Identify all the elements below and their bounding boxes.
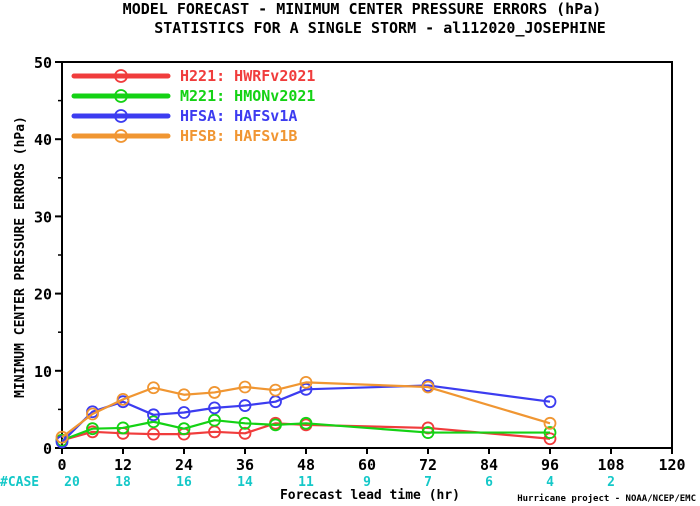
case-count: 14: [237, 475, 253, 490]
data-point: [55, 430, 69, 444]
x-tick-label: 96: [541, 456, 559, 474]
data-point: [543, 426, 557, 439]
x-tick-label: 84: [480, 456, 498, 474]
data-point: [299, 416, 313, 430]
data-point: [147, 415, 160, 429]
data-point: [147, 381, 160, 395]
series-line: [61, 381, 551, 439]
data-point: [208, 413, 221, 427]
legend-entry-label: M221: HMONv2021: [180, 87, 315, 105]
data-point: [86, 407, 99, 421]
data-point: [116, 421, 130, 435]
data-point: [421, 426, 435, 439]
x-tick-label: 0: [57, 456, 66, 474]
legend-entry-label: H221: HWRFv2021: [180, 67, 315, 85]
x-tick-label: 12: [114, 456, 132, 474]
data-point: [116, 392, 130, 406]
data-point: [177, 406, 191, 419]
case-count: 4: [546, 475, 554, 490]
data-point: [299, 375, 313, 389]
data-point: [208, 386, 221, 399]
y-tick-label: 30: [34, 208, 52, 226]
legend-entry-label: HFSB: HAFSv1B: [180, 127, 297, 145]
case-row-label: #CASE: [0, 475, 39, 490]
chart-title-line-1: MODEL FORECAST - MINIMUM CENTER PRESSURE…: [123, 0, 602, 18]
data-point: [238, 380, 252, 394]
y-tick-label: 50: [34, 54, 52, 72]
data-point: [421, 380, 435, 394]
case-count: 9: [363, 475, 371, 490]
y-tick-label: 40: [34, 131, 52, 149]
case-count: 11: [298, 475, 314, 490]
case-count: 7: [424, 475, 432, 490]
data-point: [147, 408, 160, 422]
data-point: [269, 418, 282, 432]
data-point: [543, 395, 557, 409]
series-line: [61, 419, 550, 442]
data-point: [238, 416, 252, 430]
data-point: [177, 422, 191, 436]
data-point: [147, 427, 160, 441]
legend-swatch-marker: [114, 69, 128, 83]
y-tick-label: 10: [34, 363, 52, 381]
plot-frame: [61, 61, 673, 449]
x-tick-label: 108: [597, 456, 624, 474]
y-tick-label: 20: [34, 286, 52, 304]
case-count: 18: [115, 475, 131, 490]
data-point: [208, 401, 221, 415]
case-count: 2: [607, 475, 615, 490]
data-point: [543, 416, 557, 430]
legend-swatch-marker: [114, 89, 128, 103]
data-point: [269, 383, 282, 397]
chart-title-line-2: STATISTICS FOR A SINGLE STORM - al112020…: [154, 19, 606, 37]
y-axis-label: MINIMUM CENTER PRESSURE ERRORS (hPa): [13, 116, 28, 398]
x-tick-label: 24: [175, 456, 193, 474]
x-axis-label: Forecast lead time (hr): [280, 488, 460, 503]
y-tick-label: 0: [43, 440, 52, 458]
data-point: [177, 388, 191, 402]
x-tick-label: 60: [358, 456, 376, 474]
legend-swatch-marker: [114, 109, 128, 123]
case-count: 16: [176, 475, 192, 490]
legend-entry-label: HFSA: HAFSv1A: [180, 107, 297, 125]
x-tick-label: 36: [236, 456, 254, 474]
case-count: 6: [485, 475, 493, 490]
data-point: [86, 422, 99, 436]
x-tick-label: 120: [658, 456, 685, 474]
credit-text: Hurricane project - NOAA/NCEP/EMC: [517, 493, 696, 504]
case-count: 20: [64, 475, 80, 490]
data-point: [238, 426, 252, 440]
x-tick-label: 72: [419, 456, 437, 474]
x-tick-label: 48: [297, 456, 315, 474]
legend-swatch-marker: [114, 129, 128, 143]
data-point: [238, 399, 252, 412]
data-point: [299, 382, 313, 396]
